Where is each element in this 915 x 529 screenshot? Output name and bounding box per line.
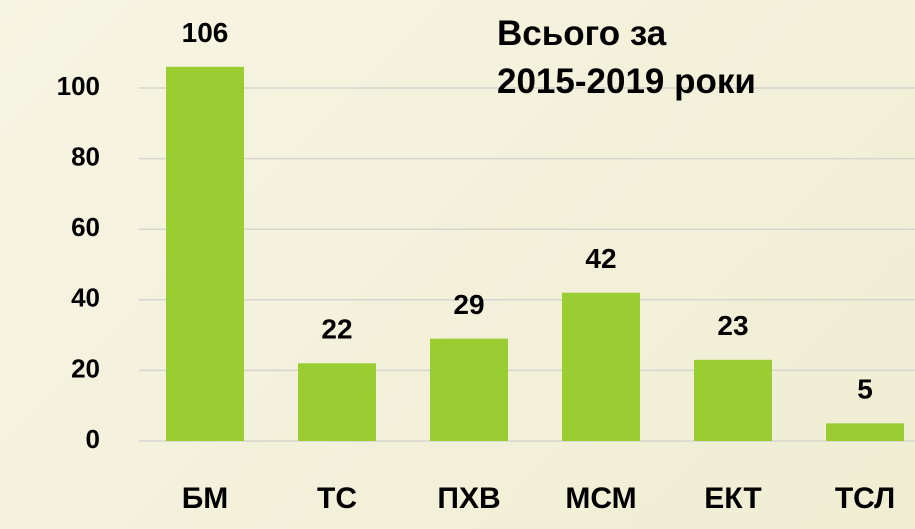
data-label: 29 (453, 289, 484, 320)
bar (694, 359, 772, 441)
bar (430, 338, 508, 441)
y-tick-label: 40 (71, 283, 100, 313)
x-tick-label: ЕКТ (704, 482, 761, 515)
y-tick-label: 0 (86, 424, 100, 454)
x-tick-label: ПХВ (437, 482, 500, 515)
x-tick-label: ТС (317, 482, 357, 515)
data-label: 22 (321, 314, 352, 345)
y-tick-label: 100 (57, 71, 100, 101)
bar (562, 292, 640, 441)
bar (298, 363, 376, 441)
data-label: 106 (182, 17, 229, 48)
y-tick-label: 20 (71, 353, 100, 383)
y-tick-label: 80 (71, 141, 100, 171)
x-tick-label: МСМ (565, 482, 636, 515)
x-tick-label: БМ (182, 482, 229, 515)
data-label: 42 (585, 243, 616, 274)
chart-title: Всього за 2015-2019 роки (497, 14, 756, 101)
bar (826, 423, 904, 441)
bar (166, 66, 244, 441)
x-tick-label: ТСЛ (835, 482, 895, 515)
data-label: 5 (857, 374, 873, 405)
data-label: 23 (717, 310, 748, 341)
y-tick-label: 60 (71, 212, 100, 242)
